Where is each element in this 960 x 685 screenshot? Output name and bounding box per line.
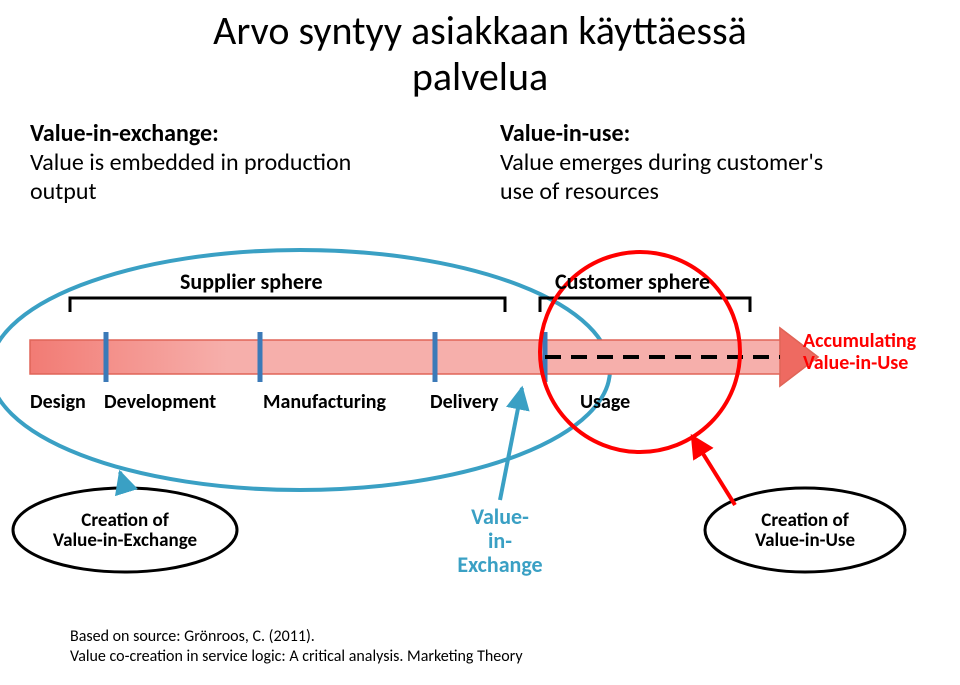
stage-design: Design xyxy=(30,390,86,414)
creation-vie-ellipse: Creation ofValue-in-Exchange xyxy=(53,509,197,552)
title-line1: Arvo syntyy asiakkaan käyttäessä xyxy=(213,6,747,55)
value-in-exchange-center-label: Value- in- Exchange xyxy=(440,505,560,578)
vie-heading: Value-in-exchange: xyxy=(30,119,219,148)
accumulating-label: Accumulating Value-in-Use xyxy=(803,330,938,374)
value-in-use-block: Value-in-use: Value emerges during custo… xyxy=(500,120,840,206)
source-citation: Based on source: Grönroos, C. (2011). Va… xyxy=(70,627,523,667)
supplier-sphere-label: Supplier sphere xyxy=(180,268,323,295)
value-in-exchange-block: Value-in-exchange: Value is embedded in … xyxy=(30,120,370,206)
title-line2: palvelua xyxy=(412,52,548,101)
stage-development: Development xyxy=(104,390,216,414)
customer-sphere-label: Customer sphere xyxy=(555,268,710,295)
creation-viu-ellipse: Creation ofValue-in-Use xyxy=(755,509,855,552)
stage-manufacturing: Manufacturing xyxy=(263,390,386,414)
stage-usage: Usage xyxy=(580,390,630,414)
stage-delivery: Delivery xyxy=(430,390,499,414)
vie-body: Value is embedded in production output xyxy=(30,148,351,206)
viu-heading: Value-in-use: xyxy=(500,119,630,148)
page-title: Arvo syntyy asiakkaan käyttäessä palvelu… xyxy=(0,8,960,100)
viu-body: Value emerges during customer's use of r… xyxy=(500,148,823,206)
